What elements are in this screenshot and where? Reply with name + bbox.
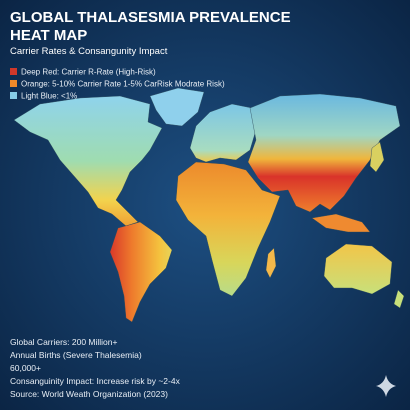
legend-label: Orange: 5-10% Carrier Rate 1-5% CarRisk … [21, 80, 225, 89]
title-line: HEAT MAP [10, 27, 87, 44]
legend-swatch [10, 68, 17, 75]
legend-swatch [10, 92, 17, 99]
stat-line: Source: World Weath Organization (2023) [10, 389, 168, 399]
legend: Deep Red: Carrier R-Rate (High-Risk) Oran… [10, 68, 225, 101]
stat-line: Global Carriers: 200 Million+ [10, 337, 118, 347]
asia [247, 93, 401, 213]
stat-line: 60,000+ [10, 363, 41, 373]
legend-swatch [10, 80, 17, 87]
stat-line: Annual Births (Severe Thalesemia) [10, 350, 142, 360]
north-america [13, 95, 163, 227]
australia [323, 243, 393, 295]
stats: Global Carriers: 200 Million+ Annual Birt… [10, 337, 181, 399]
legend-label: Deep Red: Carrier R-Rate (High-Risk) [21, 68, 156, 77]
greenland [149, 87, 205, 127]
legend-label: Light Blue: <1% [21, 92, 77, 101]
title-line: GLOBAL THALASESMIA PREVALENCE [10, 9, 291, 26]
subtitle: Carrier Rates & Consangunity Impact [10, 46, 168, 57]
japan [369, 141, 385, 173]
sparkle-icon [376, 375, 396, 397]
south-america [109, 221, 173, 323]
europe [189, 103, 257, 163]
se-asia-islands [311, 213, 371, 233]
stat-line: Consanguinity Impact: Increase risk by ~… [10, 376, 181, 386]
madagascar [265, 247, 277, 279]
new-zealand [393, 289, 405, 309]
africa [175, 161, 281, 297]
